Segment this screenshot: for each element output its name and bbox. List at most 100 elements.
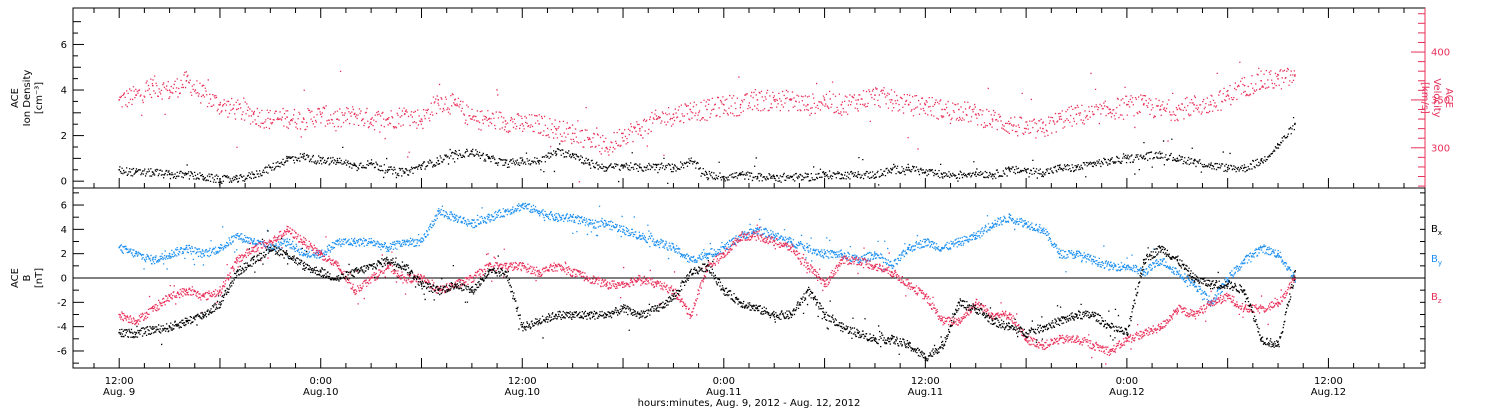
- data-point: [353, 164, 356, 167]
- data-point: [1159, 108, 1162, 111]
- series-bz-points: [118, 224, 1297, 365]
- data-point: [1058, 337, 1061, 340]
- data-point: [420, 277, 423, 279]
- data-point: [151, 258, 154, 261]
- data-point: [185, 79, 188, 82]
- data-point: [1243, 84, 1246, 87]
- data-point: [471, 222, 473, 225]
- density-ylabel-line2: Ion Density: [22, 70, 33, 127]
- data-point: [605, 146, 608, 149]
- data-point: [555, 150, 557, 153]
- data-point: [370, 162, 372, 164]
- data-point: [538, 123, 540, 125]
- data-point: [655, 164, 658, 167]
- date-tick-label: Aug.11: [706, 387, 741, 398]
- data-point: [319, 159, 322, 162]
- data-point: [319, 252, 322, 255]
- data-point: [857, 331, 860, 334]
- bfield-ylabel-line2: B: [22, 274, 33, 281]
- data-point: [605, 222, 608, 225]
- data-point: [1109, 264, 1111, 267]
- data-point: [504, 120, 507, 122]
- data-point: [370, 264, 372, 267]
- data-point: [857, 173, 860, 176]
- data-point: [504, 162, 507, 164]
- data-point: [1126, 264, 1128, 267]
- data-point: [1293, 271, 1296, 273]
- data-point: [571, 271, 574, 273]
- data-point: [1008, 168, 1011, 171]
- data-point: [622, 283, 624, 285]
- data-point: [1260, 337, 1263, 340]
- data-point: [689, 108, 692, 111]
- data-point: [403, 277, 406, 279]
- data-point: [286, 228, 288, 231]
- date-tick-label: Aug.10: [303, 387, 338, 398]
- data-point: [1159, 258, 1162, 261]
- data-point: [202, 252, 205, 255]
- data-point: [1042, 228, 1044, 231]
- density-tick-label: 0: [61, 177, 67, 188]
- data-point: [1193, 313, 1195, 316]
- density-tick-label: 2: [61, 131, 67, 142]
- data-point: [706, 173, 708, 176]
- data-point: [1025, 168, 1027, 171]
- data-point: [168, 295, 171, 298]
- data-point: [773, 234, 776, 237]
- data-point: [941, 173, 943, 176]
- data-point: [1025, 337, 1027, 340]
- data-point: [638, 166, 641, 169]
- data-point: [1075, 166, 1078, 169]
- data-point: [1226, 295, 1229, 298]
- data-point: [806, 175, 809, 178]
- data-point: [151, 171, 154, 174]
- data-point: [941, 344, 943, 346]
- data-point: [1260, 307, 1263, 310]
- data-point: [370, 240, 372, 243]
- data-point: [471, 118, 473, 120]
- data-point: [504, 210, 507, 213]
- data-point: [706, 264, 708, 267]
- data-point: [890, 337, 893, 340]
- data-point: [1126, 337, 1128, 340]
- data-point: [555, 313, 557, 316]
- data-point: [504, 271, 507, 273]
- data-point: [118, 331, 121, 334]
- data-point: [790, 240, 792, 243]
- data-point: [571, 216, 574, 219]
- data-point: [907, 283, 910, 285]
- data-point: [521, 159, 524, 162]
- data-point: [521, 325, 524, 328]
- data-point: [521, 204, 524, 206]
- data-point: [487, 271, 490, 273]
- data-point: [168, 325, 171, 328]
- data-point: [907, 166, 910, 169]
- data-point: [387, 264, 389, 267]
- data-point: [252, 246, 255, 249]
- velocity-tick-label: 400: [1431, 48, 1450, 59]
- data-point: [739, 103, 742, 106]
- legend-bz: Bz: [1431, 292, 1442, 305]
- data-point: [739, 301, 742, 304]
- data-point: [1058, 319, 1061, 322]
- series-bx-points: [118, 230, 1297, 362]
- data-point: [622, 228, 624, 231]
- legend-bx: Bx: [1431, 224, 1442, 237]
- data-point: [857, 258, 860, 261]
- data-point: [823, 283, 826, 285]
- data-point: [890, 264, 893, 267]
- data-point: [638, 234, 641, 237]
- data-point: [1092, 258, 1095, 261]
- data-point: [874, 337, 876, 340]
- data-point: [1075, 313, 1078, 316]
- data-point: [773, 313, 776, 316]
- data-point: [1042, 325, 1044, 328]
- data-point: [538, 271, 540, 273]
- data-point: [941, 108, 943, 111]
- data-point: [1075, 113, 1078, 116]
- velocity-ylabel-line3: [km/s]: [1419, 82, 1430, 114]
- data-point: [1008, 216, 1011, 219]
- data-point: [319, 271, 322, 273]
- time-xlabel: hours:minutes, Aug. 9, 2012 - Aug. 12, 2…: [638, 398, 861, 409]
